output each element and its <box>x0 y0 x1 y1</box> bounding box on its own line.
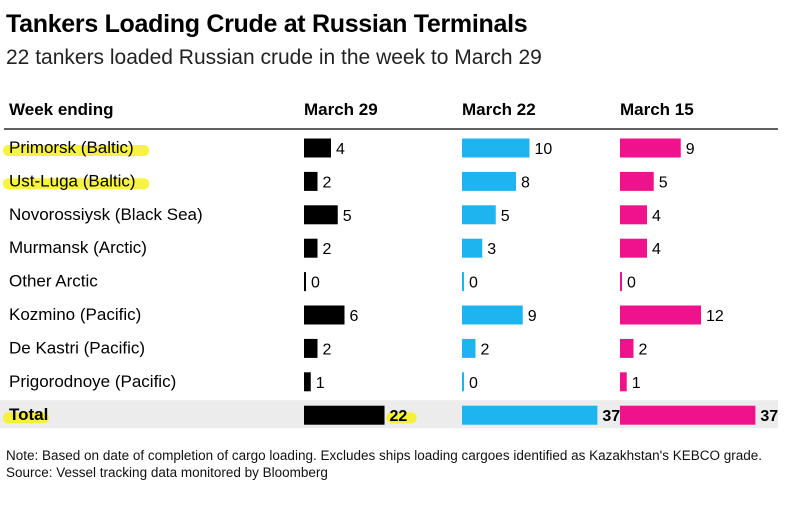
bar-murmansk-arctic-2 <box>620 238 647 258</box>
bar-prigorodnoye-pacific-0 <box>304 372 311 392</box>
total-value-1: 37 <box>602 408 620 425</box>
total-value-0: 22 <box>390 408 408 425</box>
value-prigorodnoye-pacific-0: 1 <box>316 375 325 392</box>
row-label-prigorodnoye-pacific: Prigorodnoye (Pacific) <box>9 372 176 391</box>
bar-other-arctic-0 <box>304 272 306 292</box>
total-value-2: 37 <box>760 408 778 425</box>
header-march-29: March 29 <box>304 100 378 119</box>
source-text: Source: Vessel tracking data monitored b… <box>6 465 328 480</box>
value-primorsk-baltic-0: 4 <box>336 141 345 158</box>
bar-primorsk-baltic-1 <box>462 138 530 158</box>
bar-murmansk-arctic-0 <box>304 238 318 258</box>
bar-de-kastri-pacific-1 <box>462 338 476 358</box>
bar-primorsk-baltic-0 <box>304 138 331 158</box>
bar-murmansk-arctic-1 <box>462 238 483 258</box>
chart-title: Tankers Loading Crude at Russian Termina… <box>6 10 528 38</box>
bar-novorossiysk-black-sea-0 <box>304 205 338 225</box>
value-novorossiysk-black-sea-2: 4 <box>652 208 661 225</box>
highlight-ust-luga-baltic <box>3 178 150 190</box>
note-text: Note: Based on date of completion of car… <box>6 448 763 463</box>
bar-kozmino-pacific-2 <box>620 305 701 325</box>
bar-total-2 <box>620 405 756 425</box>
row-label-kozmino-pacific: Kozmino (Pacific) <box>9 305 141 324</box>
bar-primorsk-baltic-2 <box>620 138 681 158</box>
value-ust-luga-baltic-1: 8 <box>521 174 530 191</box>
value-murmansk-arctic-1: 3 <box>487 241 496 258</box>
bar-novorossiysk-black-sea-1 <box>462 205 496 225</box>
value-kozmino-pacific-1: 9 <box>528 308 537 325</box>
value-kozmino-pacific-2: 12 <box>706 308 724 325</box>
bar-ust-luga-baltic-0 <box>304 171 318 191</box>
highlight-primorsk-baltic <box>3 145 150 156</box>
bar-de-kastri-pacific-2 <box>620 338 634 358</box>
bar-kozmino-pacific-1 <box>462 305 523 325</box>
footnotes: Note: Based on date of completion of car… <box>6 447 796 481</box>
bar-total-0 <box>304 405 385 425</box>
header-march-22: March 22 <box>462 100 536 119</box>
bar-other-arctic-2 <box>620 272 622 292</box>
bar-novorossiysk-black-sea-2 <box>620 205 647 225</box>
row-label-de-kastri-pacific: De Kastri (Pacific) <box>9 338 145 357</box>
total-label: Total <box>9 405 48 424</box>
highlight-total <box>3 412 49 424</box>
row-label-other-arctic: Other Arctic <box>9 272 98 291</box>
value-prigorodnoye-pacific-2: 1 <box>632 375 641 392</box>
bar-total-1 <box>462 405 598 425</box>
bar-ust-luga-baltic-2 <box>620 171 654 191</box>
chart-subtitle: 22 tankers loaded Russian crude in the w… <box>6 46 542 69</box>
bar-kozmino-pacific-0 <box>304 305 345 325</box>
value-kozmino-pacific-0: 6 <box>350 308 359 325</box>
row-label-ust-luga-baltic: Ust-Luga (Baltic) <box>9 171 136 190</box>
value-ust-luga-baltic-0: 2 <box>323 174 332 191</box>
highlight-total-value <box>386 412 417 424</box>
value-novorossiysk-black-sea-1: 5 <box>501 208 510 225</box>
row-label-murmansk-arctic: Murmansk (Arctic) <box>9 238 147 257</box>
bar-prigorodnoye-pacific-1 <box>462 372 464 392</box>
value-murmansk-arctic-0: 2 <box>323 241 332 258</box>
bar-prigorodnoye-pacific-2 <box>620 372 627 392</box>
value-other-arctic-2: 0 <box>627 275 636 292</box>
value-other-arctic-0: 0 <box>311 275 320 292</box>
row-label-primorsk-baltic: Primorsk (Baltic) <box>9 138 134 157</box>
value-novorossiysk-black-sea-0: 5 <box>343 208 352 225</box>
header-march-15: March 15 <box>620 100 694 119</box>
value-de-kastri-pacific-0: 2 <box>323 341 332 358</box>
bar-de-kastri-pacific-0 <box>304 338 318 358</box>
header-week-ending: Week ending <box>9 100 114 119</box>
value-primorsk-baltic-1: 10 <box>535 141 553 158</box>
value-primorsk-baltic-2: 9 <box>686 141 695 158</box>
row-label-novorossiysk-black-sea: Novorossiysk (Black Sea) <box>9 205 203 224</box>
value-de-kastri-pacific-1: 2 <box>481 341 490 358</box>
bar-other-arctic-1 <box>462 272 464 292</box>
value-murmansk-arctic-2: 4 <box>652 241 661 258</box>
value-other-arctic-1: 0 <box>469 275 478 292</box>
value-de-kastri-pacific-2: 2 <box>639 341 648 358</box>
value-prigorodnoye-pacific-1: 0 <box>469 375 478 392</box>
bar-ust-luga-baltic-1 <box>462 171 516 191</box>
value-ust-luga-baltic-2: 5 <box>659 174 668 191</box>
